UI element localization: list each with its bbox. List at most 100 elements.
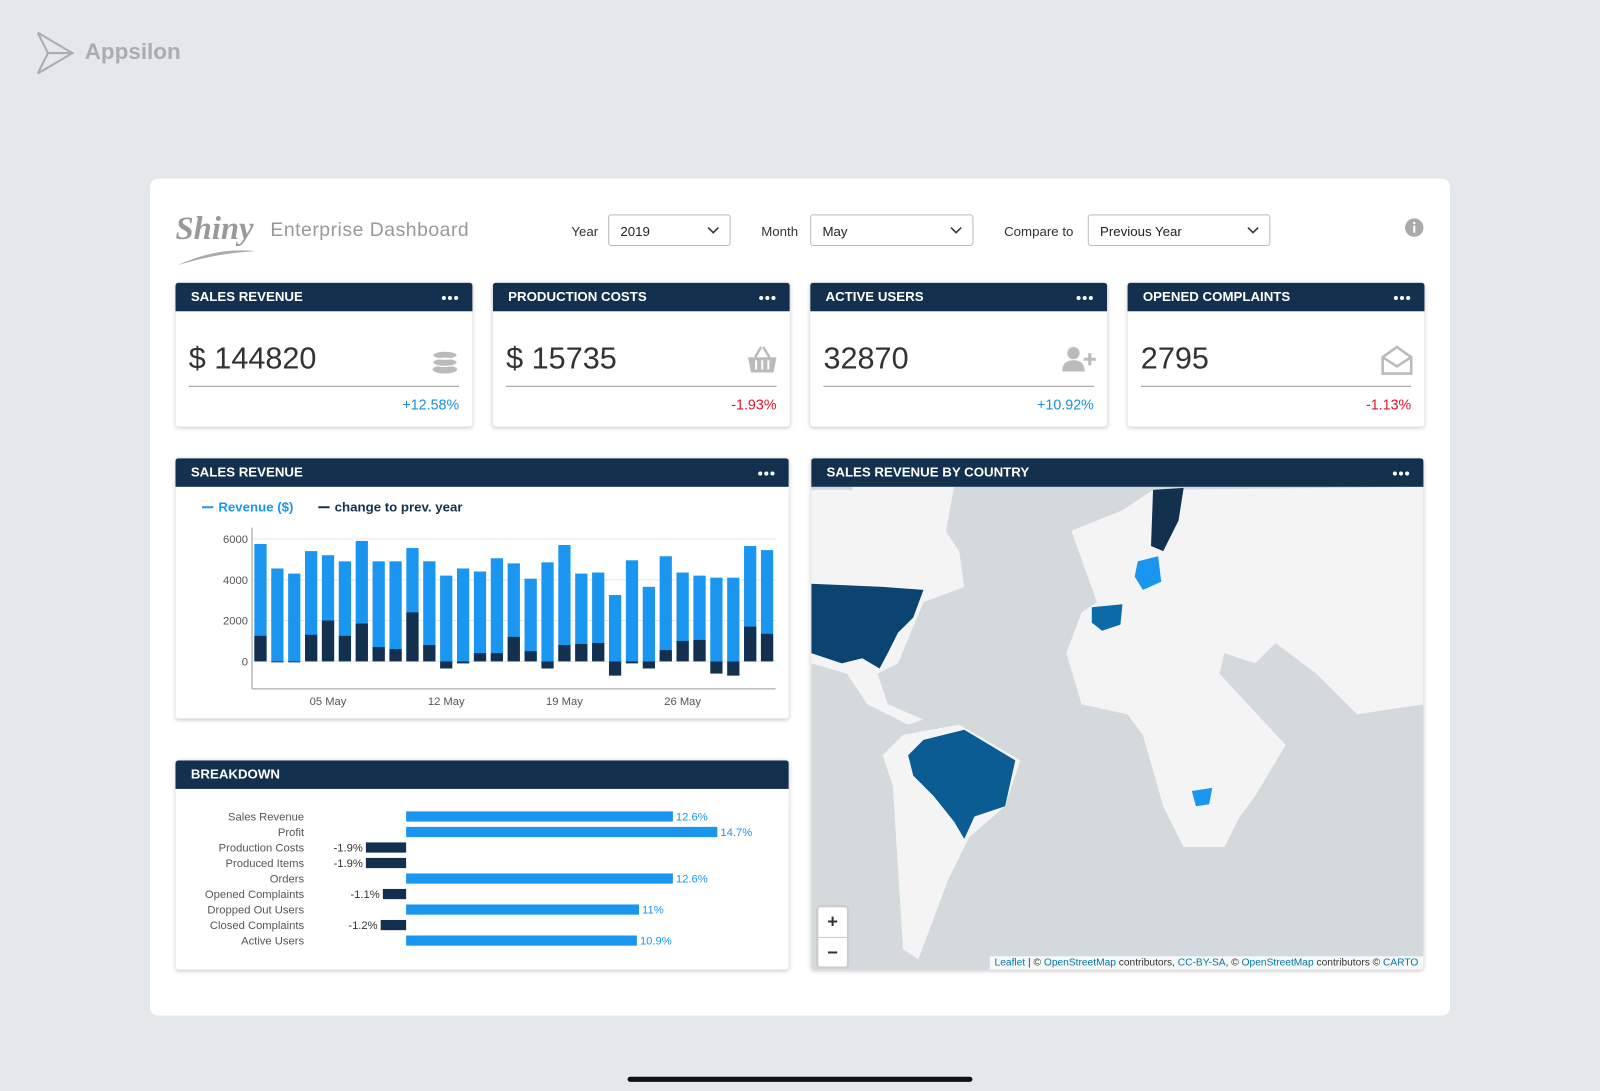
bar — [693, 639, 706, 662]
kpi-card: OPENED COMPLAINTS 2795 -1.13% — [1127, 282, 1425, 427]
kpi-change: +12.58% — [402, 395, 460, 413]
bar — [372, 647, 385, 662]
menu-dots[interactable] — [1393, 295, 1411, 301]
select-value: Previous Year — [1099, 223, 1182, 239]
select[interactable]: 2019 — [608, 214, 731, 246]
attribution: Leaflet | © OpenStreetMap contributors, … — [989, 956, 1424, 970]
zoom-control: + − — [816, 905, 849, 969]
filter-label: Month — [761, 223, 799, 239]
bar — [693, 575, 706, 662]
zoom-out[interactable]: − — [827, 942, 839, 963]
map-tiles — [811, 486, 1424, 970]
menu-dots[interactable] — [759, 295, 776, 301]
category-label: Opened Complaints — [205, 889, 305, 901]
attribution-link[interactable]: CC-BY-SA — [1177, 957, 1226, 969]
category-label: Active Users — [241, 936, 304, 948]
bar — [288, 573, 301, 662]
value-label: 12.6% — [676, 874, 708, 886]
attribution-link[interactable]: CARTO — [1383, 957, 1419, 969]
card-header: ACTIVE USERS — [810, 282, 1108, 312]
select[interactable]: May — [810, 214, 974, 246]
bar — [406, 811, 673, 822]
bar — [254, 635, 267, 662]
bar — [288, 661, 301, 663]
bar — [642, 586, 655, 662]
bar — [473, 571, 487, 662]
bar — [625, 661, 639, 664]
bar — [406, 904, 640, 915]
value-label: -1.1% — [350, 889, 379, 901]
bar — [608, 661, 622, 676]
kpi-value: $ 144820 — [188, 341, 317, 376]
category-label: Produced Items — [226, 858, 305, 870]
y-tick-label: 0 — [242, 656, 248, 668]
breakdown-card: BREAKDOWN Sales Revenue 12.6% Profit 14.7% P… — [175, 760, 789, 970]
value-label: 11% — [642, 905, 664, 917]
menu-dots[interactable] — [1076, 295, 1093, 301]
bar — [541, 562, 554, 662]
bar — [608, 595, 622, 662]
menu-dots[interactable] — [758, 471, 775, 476]
card-title: ACTIVE USERS — [825, 288, 924, 305]
bar — [760, 550, 774, 662]
attribution-link[interactable]: OpenStreetMap — [1241, 957, 1314, 969]
value-label: -1.2% — [348, 920, 377, 932]
attribution-link[interactable]: Leaflet — [994, 957, 1026, 969]
divider — [506, 385, 777, 387]
y-tick-label: 6000 — [223, 534, 248, 546]
bar — [254, 543, 267, 662]
card-header: SALES REVENUE — [175, 458, 789, 487]
card-title: SALES REVENUE — [190, 288, 303, 305]
bar — [558, 545, 571, 662]
bar — [305, 634, 318, 662]
breakdown-chart: Sales Revenue 12.6% Profit 14.7% Production … — [205, 811, 752, 948]
map-card: SALES REVENUE BY COUNTRY + − Leaflet | ©… — [811, 458, 1424, 970]
bar — [558, 645, 571, 662]
bar — [744, 626, 757, 662]
category-label: Production Costs — [219, 843, 305, 855]
attribution-text: | © — [1025, 957, 1044, 969]
bar — [473, 653, 487, 662]
card-title: OPENED COMPLAINTS — [1142, 288, 1291, 305]
map[interactable]: + − Leaflet | © OpenStreetMap contributo… — [811, 486, 1424, 970]
bar — [676, 572, 689, 662]
bar — [507, 636, 520, 662]
brand-logo — [36, 31, 75, 75]
bar — [440, 661, 453, 669]
bar — [524, 578, 537, 662]
bar — [372, 561, 385, 662]
value-label: -1.9% — [334, 858, 363, 870]
bar — [575, 573, 588, 662]
category-label: Closed Complaints — [210, 920, 305, 932]
bar — [727, 577, 740, 662]
logo: Shiny — [175, 209, 254, 246]
bar — [271, 661, 284, 663]
bar — [727, 661, 740, 676]
category-label: Sales Revenue — [228, 812, 304, 824]
select[interactable]: Previous Year — [1087, 214, 1271, 246]
kpi-icon — [1381, 344, 1414, 382]
bar — [524, 651, 537, 662]
attribution-link[interactable]: OpenStreetMap — [1043, 957, 1116, 969]
legend-label: change to prev. year — [335, 499, 463, 514]
bar — [710, 661, 723, 674]
value-label: 14.7% — [720, 827, 752, 839]
card-header: PRODUCTION COSTS — [492, 282, 790, 312]
value-label: -1.9% — [334, 843, 363, 855]
menu-dots[interactable] — [1392, 471, 1410, 476]
card-header: OPENED COMPLAINTS — [1127, 282, 1425, 312]
filter-label: Compare to — [1004, 223, 1074, 239]
menu-dots[interactable] — [441, 295, 459, 301]
x-tick-label: 26 May — [664, 696, 701, 708]
kpi-change: +10.92% — [1037, 395, 1094, 413]
x-tick-label: 12 May — [428, 696, 465, 708]
divider — [823, 385, 1094, 387]
x-tick-label: 05 May — [310, 696, 347, 708]
bar — [592, 572, 605, 662]
kpi-change: -1.93% — [731, 395, 777, 413]
info-icon[interactable] — [1404, 217, 1424, 237]
zoom-in[interactable]: + — [818, 907, 847, 938]
bar — [456, 568, 470, 662]
bar — [406, 935, 637, 946]
